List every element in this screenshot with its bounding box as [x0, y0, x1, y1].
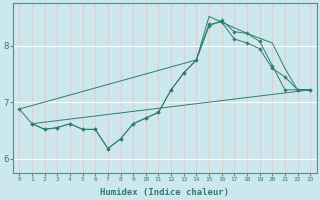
X-axis label: Humidex (Indice chaleur): Humidex (Indice chaleur) [100, 188, 229, 197]
